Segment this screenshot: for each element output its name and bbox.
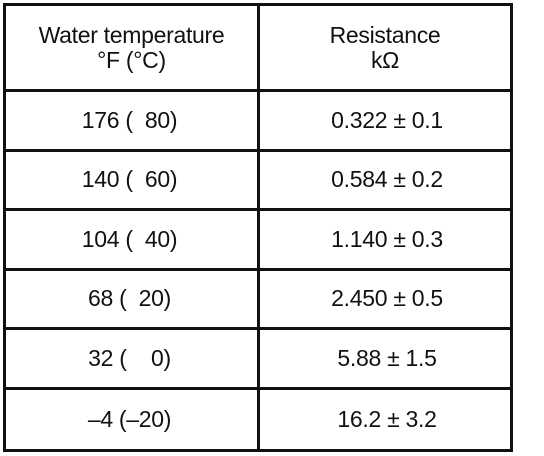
- temperature-value: 176 ( 80): [81, 106, 178, 133]
- header-resistance-title: Resistance: [329, 21, 441, 48]
- header-water-temperature: Water temperature °F (°C): [6, 6, 260, 92]
- table-cell-temperature: 68 ( 20): [6, 270, 260, 330]
- resistance-value: 1.140 ± 0.3: [331, 225, 443, 252]
- temperature-value: 68 ( 20): [88, 285, 171, 312]
- resistance-value: 0.322 ± 0.1: [331, 106, 443, 133]
- resistance-table: Water temperature °F (°C) Resistance kΩ …: [3, 3, 513, 452]
- table-cell-resistance: 5.88 ± 1.5: [260, 330, 510, 390]
- resistance-value: 16.2 ± 3.2: [337, 405, 437, 432]
- resistance-value: 5.88 ± 1.5: [337, 344, 437, 371]
- table-cell-resistance: 0.322 ± 0.1: [260, 92, 510, 152]
- resistance-value: 2.450 ± 0.5: [331, 285, 443, 312]
- table-cell-resistance: 0.584 ± 0.2: [260, 152, 510, 211]
- header-water-temperature-units: °F (°C): [97, 46, 166, 73]
- table-cell-resistance: 16.2 ± 3.2: [260, 390, 510, 450]
- temperature-value: 140 ( 60): [81, 166, 178, 193]
- table-cell-temperature: 176 ( 80): [6, 92, 260, 152]
- table-cell-temperature: 32 ( 0): [6, 330, 260, 390]
- header-resistance-units: kΩ: [370, 46, 400, 73]
- resistance-value: 0.584 ± 0.2: [331, 166, 443, 193]
- temperature-value: –4 (–20): [87, 405, 172, 432]
- table-cell-temperature: 104 ( 40): [6, 211, 260, 271]
- temperature-value: 104 ( 40): [81, 225, 178, 252]
- header-water-temperature-title: Water temperature: [38, 21, 225, 48]
- table-cell-temperature: 140 ( 60): [6, 151, 260, 211]
- temperature-value: 32 ( 0): [88, 344, 171, 371]
- table-cell-temperature: –4 (–20): [6, 389, 260, 449]
- table-cell-resistance: 1.140 ± 0.3: [260, 211, 510, 271]
- table-cell-resistance: 2.450 ± 0.5: [260, 271, 510, 330]
- header-resistance: Resistance kΩ: [260, 6, 510, 92]
